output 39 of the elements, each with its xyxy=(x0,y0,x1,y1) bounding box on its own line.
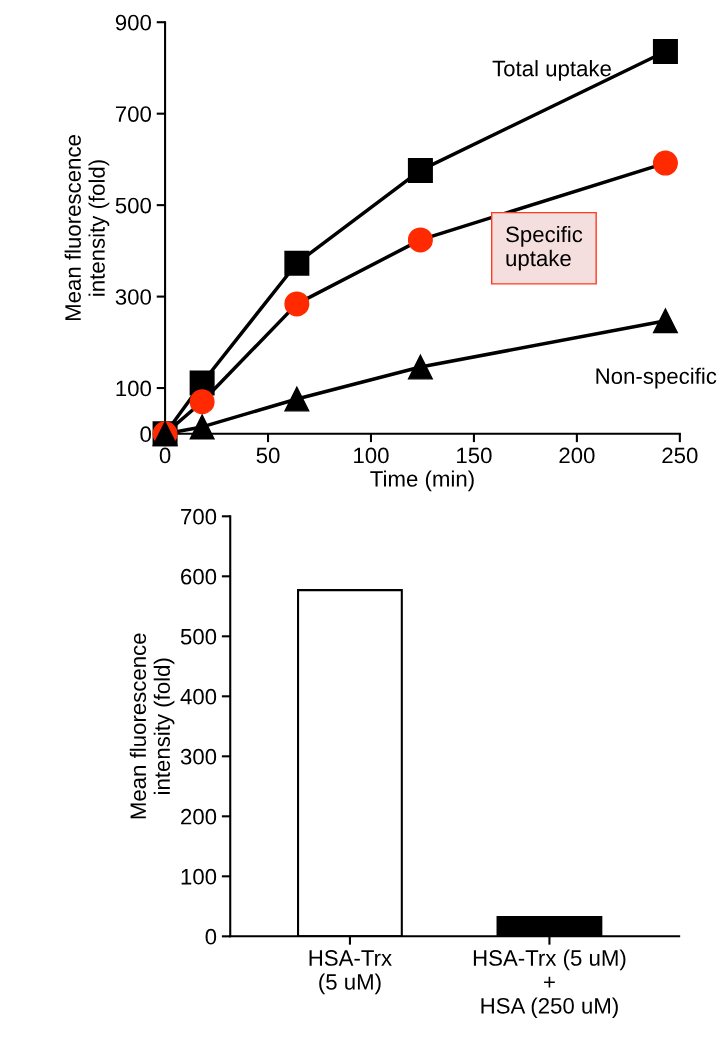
y-tick-label: 100 xyxy=(181,868,217,885)
y-tick-label: 500 xyxy=(180,628,217,645)
point xyxy=(652,38,678,64)
y-tick-label: 600 xyxy=(181,568,217,585)
point xyxy=(407,354,433,380)
y-tick-label: 300 xyxy=(180,748,217,765)
y-tick-label: 700 xyxy=(181,508,217,525)
y-tick-label: 400 xyxy=(180,688,217,705)
series-label: Total uptake xyxy=(492,60,611,81)
y-tick-label: 900 xyxy=(115,14,152,31)
point xyxy=(284,386,310,412)
y-axis-title: Mean fluorescence intensity (fold) xyxy=(129,633,175,819)
x-tick-label: 100 xyxy=(354,447,389,464)
point xyxy=(407,157,433,183)
x-tick-label: HSA-Trx (5 uM) xyxy=(309,950,392,995)
x-tick-label: 50 xyxy=(256,447,280,464)
point xyxy=(652,308,678,334)
y-tick-label: 100 xyxy=(116,380,152,397)
point xyxy=(284,250,310,276)
y-tick-label: 0 xyxy=(140,426,152,443)
x-tick-label: 200 xyxy=(559,447,595,464)
x-tick-label: 150 xyxy=(457,447,492,464)
point xyxy=(284,291,310,317)
x-tick-label: 0 xyxy=(159,447,171,464)
series-label: Non-specific xyxy=(596,367,717,389)
y-tick-label: 700 xyxy=(115,106,152,122)
x-tick-label: 250 xyxy=(662,447,698,464)
series-label: Specific uptake xyxy=(506,225,583,271)
y-tick-label: 200 xyxy=(181,808,217,825)
point xyxy=(652,150,678,176)
x-tick-label: HSA-Trx (5 uM) + HSA (250 uM) xyxy=(473,949,626,1019)
y-tick-label: 500 xyxy=(115,197,152,214)
x-axis-title: Time (min) xyxy=(370,470,474,492)
y-tick-label: 0 xyxy=(205,928,217,945)
y-tick-label: 300 xyxy=(115,289,152,305)
y-axis-title: Mean fluorescence intensity (fold) xyxy=(64,135,110,321)
point xyxy=(407,227,433,253)
point xyxy=(189,414,215,440)
point xyxy=(189,389,215,415)
